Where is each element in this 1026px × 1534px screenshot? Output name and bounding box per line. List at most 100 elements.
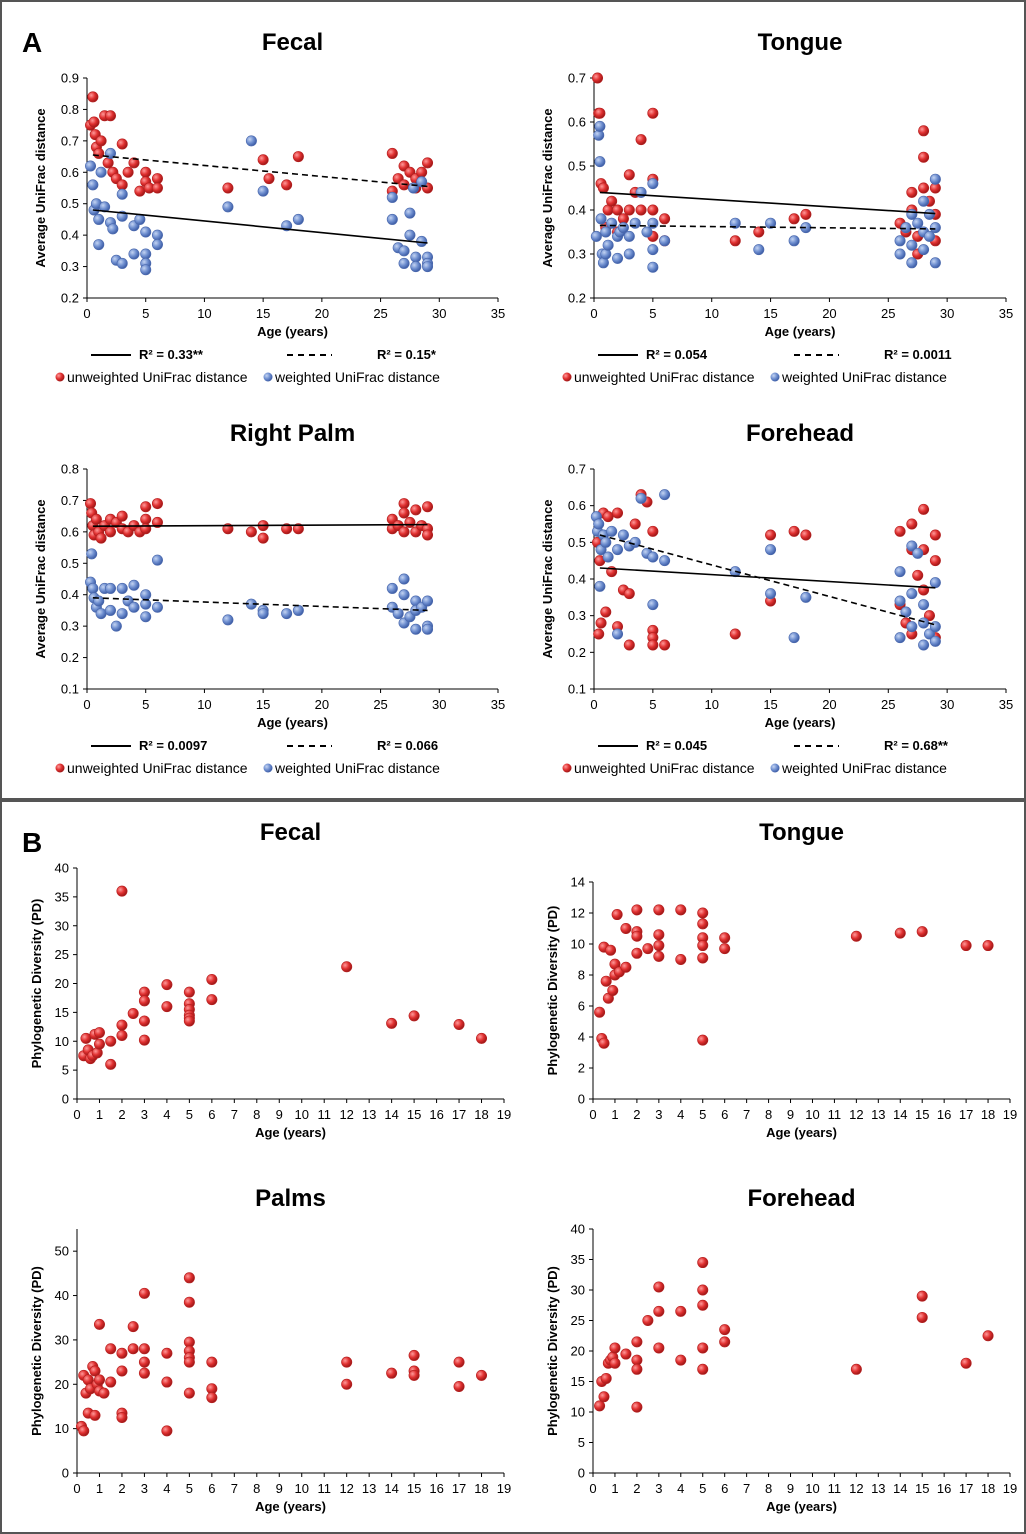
- data-point-weighted: [629, 217, 641, 229]
- data-point-weighted: [929, 222, 941, 234]
- data-point-weighted: [386, 582, 398, 594]
- x-tick-label: 14: [384, 1107, 398, 1122]
- data-point-weighted: [85, 160, 97, 172]
- y-tick-label: 0.7: [61, 493, 79, 508]
- data-point-unweighted: [631, 930, 643, 942]
- x-tick-label: 14: [384, 1481, 398, 1496]
- x-tick-label: 19: [1003, 1107, 1017, 1122]
- data-point-unweighted: [116, 885, 128, 897]
- data-point-unweighted: [635, 134, 647, 146]
- y-axis-title: Phylogenetic Diversity (PD): [545, 906, 560, 1076]
- y-tick-label: 0.4: [568, 203, 586, 218]
- data-point-weighted: [116, 582, 128, 594]
- y-tick-label: 6: [578, 999, 585, 1014]
- data-point-weighted: [906, 257, 918, 269]
- data-point-weighted: [918, 195, 930, 207]
- data-point-unweighted: [916, 926, 928, 938]
- x-tick-label: 11: [828, 1107, 842, 1122]
- y-tick-label: 12: [571, 906, 585, 921]
- x-tick-label: 17: [452, 1481, 466, 1496]
- data-point-weighted: [647, 551, 659, 563]
- data-point-unweighted: [206, 994, 218, 1006]
- data-point-unweighted: [161, 1001, 173, 1013]
- data-point-weighted: [151, 601, 163, 613]
- data-point-unweighted: [594, 1006, 606, 1018]
- x-tick-label: 35: [999, 697, 1013, 712]
- data-point-unweighted: [697, 1363, 709, 1375]
- x-tick-label: 10: [295, 1481, 309, 1496]
- data-point-unweighted: [85, 498, 97, 510]
- data-point-unweighted: [631, 1336, 643, 1348]
- data-point-unweighted: [88, 116, 100, 128]
- y-tick-label: 40: [55, 1288, 69, 1303]
- data-point-unweighted: [161, 1347, 173, 1359]
- data-point-weighted: [606, 525, 618, 537]
- data-point-unweighted: [653, 929, 665, 941]
- data-point-unweighted: [408, 1010, 420, 1022]
- y-tick-label: 0.7: [568, 71, 586, 86]
- legend-weighted-label: weighted UniFrac distance: [781, 760, 947, 776]
- y-tick-label: 0.2: [61, 291, 79, 306]
- y-tick-label: 8: [578, 968, 585, 983]
- data-point-weighted: [116, 608, 128, 620]
- y-axis-title: Average UniFrac distance: [33, 108, 48, 267]
- x-tick-label: 2: [633, 1481, 640, 1496]
- x-tick-label: 18: [981, 1481, 995, 1496]
- legend-r2-dashed: R² = 0.0011: [884, 347, 952, 362]
- y-tick-label: 0.2: [568, 291, 586, 306]
- data-point-weighted: [386, 191, 398, 203]
- x-tick-label: 19: [497, 1107, 511, 1122]
- data-point-unweighted: [635, 204, 647, 216]
- data-point-unweighted: [161, 979, 173, 991]
- y-tick-label: 20: [55, 1377, 69, 1392]
- data-point-unweighted: [631, 1363, 643, 1375]
- x-tick-label: 12: [339, 1107, 353, 1122]
- data-point-weighted: [929, 173, 941, 185]
- data-point-unweighted: [183, 1272, 195, 1284]
- data-point-weighted: [422, 623, 434, 635]
- data-point-weighted: [918, 244, 930, 256]
- data-point-unweighted: [602, 511, 614, 523]
- data-point-unweighted: [659, 213, 671, 225]
- x-tick-label: 3: [655, 1481, 662, 1496]
- x-tick-label: 5: [649, 306, 656, 321]
- data-point-unweighted: [116, 1347, 128, 1359]
- y-tick-label: 15: [55, 1005, 69, 1020]
- x-tick-label: 0: [589, 1481, 596, 1496]
- data-point-unweighted: [116, 1412, 128, 1424]
- x-tick-label: 4: [163, 1107, 170, 1122]
- x-tick-label: 15: [256, 697, 270, 712]
- y-tick-label: 0.3: [61, 259, 79, 274]
- data-point-unweighted: [408, 1369, 420, 1381]
- data-point-unweighted: [292, 151, 304, 163]
- data-point-weighted: [422, 261, 434, 273]
- y-tick-label: 10: [55, 1034, 69, 1049]
- x-tick-label: 5: [186, 1107, 193, 1122]
- x-tick-label: 6: [208, 1481, 215, 1496]
- data-point-unweighted: [453, 1356, 465, 1368]
- data-point-weighted: [894, 595, 906, 607]
- chart-title: Fecal: [262, 29, 323, 56]
- y-tick-label: 0.4: [61, 228, 79, 243]
- x-tick-label: 5: [699, 1481, 706, 1496]
- data-point-weighted: [116, 257, 128, 269]
- data-point-unweighted: [422, 501, 434, 513]
- x-tick-label: 10: [197, 697, 211, 712]
- data-point-unweighted: [800, 529, 812, 541]
- data-point-unweighted: [653, 1305, 665, 1317]
- y-tick-label: 0.6: [568, 115, 586, 130]
- data-point-weighted: [923, 208, 935, 220]
- data-point-unweighted: [916, 1290, 928, 1302]
- data-point-unweighted: [89, 1365, 101, 1377]
- x-tick-label: 15: [407, 1107, 421, 1122]
- x-tick-label: 17: [452, 1107, 466, 1122]
- x-axis-title: Age (years): [255, 1125, 326, 1140]
- data-point-weighted: [602, 551, 614, 563]
- data-point-unweighted: [138, 1015, 150, 1027]
- data-point-weighted: [257, 185, 269, 197]
- data-point-unweighted: [206, 1356, 218, 1368]
- data-point-unweighted: [788, 525, 800, 537]
- data-point-weighted: [93, 213, 105, 225]
- data-point-weighted: [104, 604, 116, 616]
